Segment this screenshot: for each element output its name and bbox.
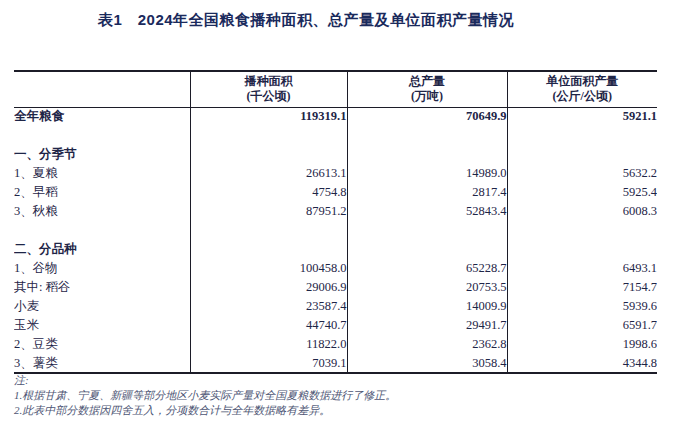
cell-total-output: 2817.4	[347, 183, 507, 202]
cell-yield	[507, 221, 657, 240]
footnote-label: 注:	[14, 373, 664, 388]
header-total-output-name: 总产量	[348, 74, 507, 89]
cell-total-output: 65228.7	[347, 259, 507, 278]
table-row-spacer	[14, 221, 657, 240]
cell-sown-area: 44740.7	[190, 316, 347, 335]
cell-sown-area	[190, 145, 347, 164]
table-row-early-rice: 2、早稻 4754.8 2817.4 5925.4	[14, 183, 657, 202]
row-label: 2、豆类	[14, 335, 190, 354]
cell-sown-area: 26613.1	[190, 164, 347, 183]
table-row-spacer	[14, 126, 657, 145]
cell-total-output	[347, 126, 507, 145]
row-label	[14, 221, 190, 240]
table-row-beans: 2、豆类 11822.0 2362.8 1998.6	[14, 335, 657, 354]
cell-total-output: 14989.0	[347, 164, 507, 183]
section-label: 二、分品种	[14, 240, 190, 259]
cell-yield: 5632.2	[507, 164, 657, 183]
header-yield: 单位面积产量 (公斤/公顷)	[507, 71, 657, 107]
cell-yield	[507, 145, 657, 164]
header-sown-area-unit: (千公顷)	[191, 89, 347, 104]
footnote-1: 1.根据甘肃、宁夏、新疆等部分地区小麦实际产量对全国夏粮数据进行了修正。	[14, 388, 664, 403]
table-row-annual-grain: 全年粮食 119319.1 70649.9 5921.1	[14, 107, 657, 126]
table-row-autumn-grain: 3、秋粮 87951.2 52843.4 6008.3	[14, 202, 657, 221]
table-row-tubers: 3、薯类 7039.1 3058.4 4344.8	[14, 354, 657, 373]
cell-sown-area: 4754.8	[190, 183, 347, 202]
table-row-cereals: 1、谷物 100458.0 65228.7 6493.1	[14, 259, 657, 278]
cell-yield: 4344.8	[507, 354, 657, 373]
header-total-output: 总产量 (万吨)	[347, 71, 507, 107]
footnotes: 注: 1.根据甘肃、宁夏、新疆等部分地区小麦实际产量对全国夏粮数据进行了修正。 …	[14, 373, 664, 418]
cell-sown-area: 87951.2	[190, 202, 347, 221]
cell-sown-area	[190, 221, 347, 240]
row-label: 其中: 稻谷	[14, 278, 190, 297]
cell-yield: 5921.1	[507, 107, 657, 126]
cell-total-output: 29491.7	[347, 316, 507, 335]
row-label: 玉米	[14, 316, 190, 335]
cell-yield: 6493.1	[507, 259, 657, 278]
cell-sown-area: 11822.0	[190, 335, 347, 354]
table-row-section-by-season: 一、分季节	[14, 145, 657, 164]
cell-yield: 5939.6	[507, 297, 657, 316]
cell-yield: 5925.4	[507, 183, 657, 202]
cell-yield: 6591.7	[507, 316, 657, 335]
row-label: 2、早稻	[14, 183, 190, 202]
cell-total-output: 20753.5	[347, 278, 507, 297]
page-title: 表1 2024年全国粮食播种面积、总产量及单位面积产量情况	[0, 11, 612, 30]
cell-total-output: 70649.9	[347, 107, 507, 126]
row-label: 小麦	[14, 297, 190, 316]
cell-total-output: 3058.4	[347, 354, 507, 373]
row-label: 1、谷物	[14, 259, 190, 278]
cell-yield	[507, 240, 657, 259]
cell-sown-area	[190, 126, 347, 145]
header-empty	[14, 71, 190, 107]
row-label: 全年粮食	[14, 107, 190, 126]
table-row-section-by-variety: 二、分品种	[14, 240, 657, 259]
cell-sown-area: 100458.0	[190, 259, 347, 278]
cell-yield: 1998.6	[507, 335, 657, 354]
cell-total-output	[347, 240, 507, 259]
table-row-wheat: 小麦 23587.4 14009.9 5939.6	[14, 297, 657, 316]
cell-yield	[507, 126, 657, 145]
cell-yield: 6008.3	[507, 202, 657, 221]
cell-sown-area: 23587.4	[190, 297, 347, 316]
cell-sown-area: 119319.1	[190, 107, 347, 126]
grain-statistics-table: 播种面积 (千公顷) 总产量 (万吨) 单位面积产量 (公斤/公顷) 全年粮食 …	[14, 70, 657, 374]
table-row-summer-grain: 1、夏粮 26613.1 14989.0 5632.2	[14, 164, 657, 183]
row-label: 3、秋粮	[14, 202, 190, 221]
cell-sown-area: 7039.1	[190, 354, 347, 373]
row-label: 3、薯类	[14, 354, 190, 373]
cell-yield: 7154.7	[507, 278, 657, 297]
table-row-corn: 玉米 44740.7 29491.7 6591.7	[14, 316, 657, 335]
cell-total-output	[347, 221, 507, 240]
cell-total-output: 14009.9	[347, 297, 507, 316]
header-yield-unit: (公斤/公顷)	[508, 89, 658, 104]
header-sown-area-name: 播种面积	[191, 74, 347, 89]
cell-sown-area	[190, 240, 347, 259]
cell-total-output	[347, 145, 507, 164]
row-label: 1、夏粮	[14, 164, 190, 183]
header-total-output-unit: (万吨)	[348, 89, 507, 104]
section-label: 一、分季节	[14, 145, 190, 164]
cell-total-output: 52843.4	[347, 202, 507, 221]
header-yield-name: 单位面积产量	[508, 74, 658, 89]
table-row-rice: 其中: 稻谷 29006.9 20753.5 7154.7	[14, 278, 657, 297]
cell-sown-area: 29006.9	[190, 278, 347, 297]
footnote-2: 2.此表中部分数据因四舍五入，分项数合计与全年数据略有差异。	[14, 403, 664, 418]
table-header-row: 播种面积 (千公顷) 总产量 (万吨) 单位面积产量 (公斤/公顷)	[14, 71, 657, 107]
cell-total-output: 2362.8	[347, 335, 507, 354]
header-sown-area: 播种面积 (千公顷)	[190, 71, 347, 107]
row-label	[14, 126, 190, 145]
